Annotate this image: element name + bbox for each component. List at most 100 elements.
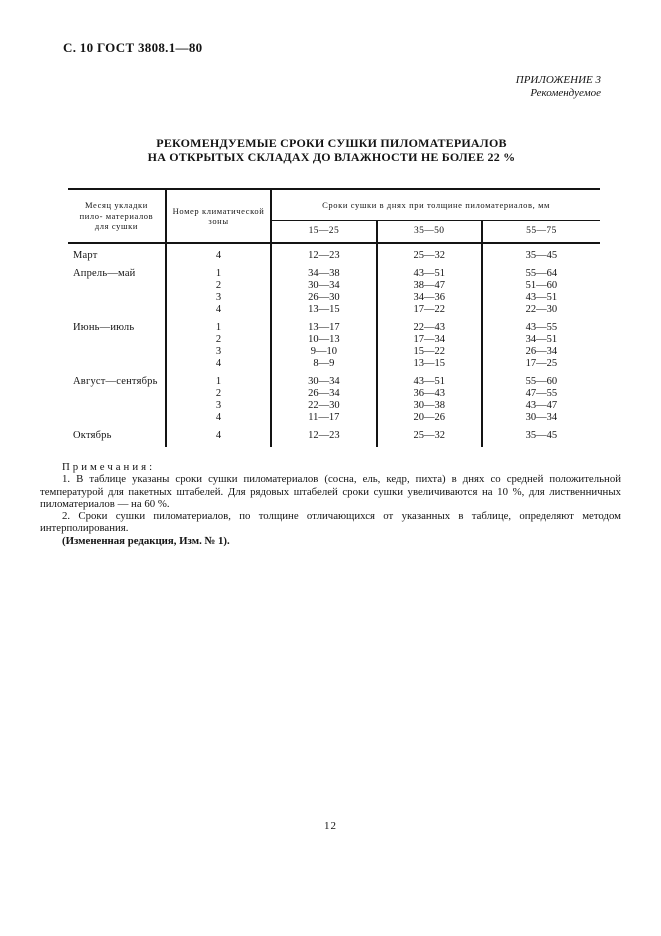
cell-days-35-50: 43—51 <box>375 370 482 388</box>
table-body: Март 4 12—23 25—32 35—45 Апрель—май 1 34… <box>68 243 600 447</box>
cell-days-35-50: 38—47 <box>375 280 482 292</box>
appendix-label: ПРИЛОЖЕНИЕ 3 <box>515 74 601 86</box>
cell-days-35-50: 20—26 <box>375 412 482 424</box>
cell-days-15-25: 9—10 <box>270 346 377 358</box>
cell-zone: 2 <box>164 280 272 292</box>
cell-days-15-25: 34—38 <box>270 262 377 280</box>
cell-days-35-50: 43—51 <box>375 262 482 280</box>
cell-zone: 3 <box>164 292 272 304</box>
cell-days-55-75: 43—55 <box>480 316 600 334</box>
cell-days-55-75: 55—60 <box>480 370 600 388</box>
cell-month <box>68 292 166 304</box>
cell-days-55-75: 34—51 <box>480 334 600 346</box>
note-1: 1. В таблице указаны сроки сушки пиломат… <box>40 473 621 510</box>
cell-zone: 2 <box>164 334 272 346</box>
cell-days-55-75: 51—60 <box>480 280 600 292</box>
cell-month: Октябрь <box>73 430 112 441</box>
cell-days-15-25: 10—13 <box>270 334 377 346</box>
revision-note: (Измененная редакция, Изм. № 1). <box>62 534 230 547</box>
cell-days-15-25: 26—30 <box>270 292 377 304</box>
column-header-range-55-75: 55—75 <box>480 220 600 244</box>
cell-days-15-25: 8—9 <box>270 358 377 370</box>
cell-zone: 1 <box>164 370 272 388</box>
appendix-sublabel: Рекомендуемое <box>530 87 601 99</box>
cell-days-55-75: 35—45 <box>480 424 600 447</box>
cell-zone: 3 <box>164 400 272 412</box>
document-title: РЕКОМЕНДУЕМЫЕ СРОКИ СУШКИ ПИЛОМАТЕРИАЛОВ… <box>63 136 600 164</box>
cell-month <box>68 346 166 358</box>
notes-section: Примечания: 1. В таблице указаны сроки с… <box>40 461 621 547</box>
cell-days-55-75: 55—64 <box>480 262 600 280</box>
cell-zone: 4 <box>164 424 272 447</box>
column-header-drying-span: Сроки сушки в днях при толщине пиломатер… <box>270 189 600 221</box>
table-row: 2 30—34 38—47 51—60 <box>68 280 600 292</box>
cell-days-35-50: 34—36 <box>375 292 482 304</box>
cell-days-35-50: 17—34 <box>375 334 482 346</box>
cell-month: Июнь—июль <box>73 322 135 333</box>
cell-month: Апрель—май <box>73 268 136 279</box>
table-row: Август—сентябрь 1 30—34 43—51 55—60 <box>68 370 600 388</box>
cell-days-55-75: 22—30 <box>480 304 600 316</box>
cell-month: Август—сентябрь <box>73 376 158 387</box>
cell-zone: 4 <box>164 412 272 424</box>
cell-days-15-25: 12—23 <box>270 243 377 262</box>
cell-days-35-50: 22—43 <box>375 316 482 334</box>
table-row: 4 11—17 20—26 30—34 <box>68 412 600 424</box>
running-header: С. 10 ГОСТ 3808.1—80 <box>63 40 203 55</box>
title-line-1: РЕКОМЕНДУЕМЫЕ СРОКИ СУШКИ ПИЛОМАТЕРИАЛОВ <box>156 136 507 150</box>
table-row: 2 10—13 17—34 34—51 <box>68 334 600 346</box>
cell-days-35-50: 17—22 <box>375 304 482 316</box>
cell-days-15-25: 11—17 <box>270 412 377 424</box>
cell-month <box>68 334 166 346</box>
notes-heading: Примечания: <box>40 461 621 473</box>
table-row: 3 22—30 30—38 43—47 <box>68 400 600 412</box>
table-header: Месяц укладки пило- материалов для сушки… <box>68 189 600 244</box>
cell-days-15-25: 30—34 <box>270 370 377 388</box>
cell-days-55-75: 35—45 <box>480 243 600 262</box>
cell-month: Март <box>73 250 98 261</box>
table-row: Октябрь 4 12—23 25—32 35—45 <box>68 424 600 447</box>
title-line-2: НА ОТКРЫТЫХ СКЛАДАХ ДО ВЛАЖНОСТИ НЕ БОЛЕ… <box>147 150 516 164</box>
cell-zone: 1 <box>164 316 272 334</box>
column-header-range-15-25: 15—25 <box>270 220 377 244</box>
appendix-block: ПРИЛОЖЕНИЕ 3 Рекомендуемое <box>516 74 601 100</box>
cell-zone: 3 <box>164 346 272 358</box>
cell-days-35-50: 13—15 <box>375 358 482 370</box>
cell-days-15-25: 26—34 <box>270 388 377 400</box>
cell-days-15-25: 13—15 <box>270 304 377 316</box>
drying-times-table-wrapper: Месяц укладки пило- материалов для сушки… <box>68 188 600 447</box>
cell-days-55-75: 47—55 <box>480 388 600 400</box>
table-row: Июнь—июль 1 13—17 22—43 43—55 <box>68 316 600 334</box>
table-row: 4 13—15 17—22 22—30 <box>68 304 600 316</box>
cell-zone: 4 <box>164 304 272 316</box>
cell-zone: 1 <box>164 262 272 280</box>
cell-days-35-50: 30—38 <box>375 400 482 412</box>
cell-zone: 4 <box>164 358 272 370</box>
cell-month <box>68 280 166 292</box>
column-header-month: Месяц укладки пило- материалов для сушки <box>68 189 166 244</box>
table-row: 3 9—10 15—22 26—34 <box>68 346 600 358</box>
cell-days-35-50: 25—32 <box>375 424 482 447</box>
column-header-zone: Номер климатической зоны <box>164 189 272 244</box>
cell-days-55-75: 17—25 <box>480 358 600 370</box>
cell-days-35-50: 15—22 <box>375 346 482 358</box>
table-row: Апрель—май 1 34—38 43—51 55—64 <box>68 262 600 280</box>
cell-month <box>68 304 166 316</box>
table-row: Март 4 12—23 25—32 35—45 <box>68 243 600 262</box>
cell-month <box>68 358 166 370</box>
note-2: 2. Сроки сушки пиломатериалов, по толщин… <box>40 510 621 535</box>
table-row: 2 26—34 36—43 47—55 <box>68 388 600 400</box>
cell-days-55-75: 30—34 <box>480 412 600 424</box>
cell-month <box>68 400 166 412</box>
cell-zone: 2 <box>164 388 272 400</box>
cell-days-35-50: 36—43 <box>375 388 482 400</box>
cell-days-15-25: 30—34 <box>270 280 377 292</box>
page-number: 12 <box>324 820 337 832</box>
cell-days-55-75: 43—47 <box>480 400 600 412</box>
cell-days-15-25: 13—17 <box>270 316 377 334</box>
cell-days-55-75: 26—34 <box>480 346 600 358</box>
cell-days-35-50: 25—32 <box>375 243 482 262</box>
table-row: 3 26—30 34—36 43—51 <box>68 292 600 304</box>
cell-zone: 4 <box>164 243 272 262</box>
